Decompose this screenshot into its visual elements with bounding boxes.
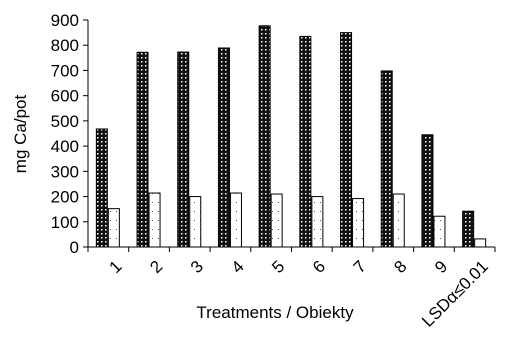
- y-tick-label: 200: [51, 188, 79, 207]
- bar-dark: [95, 128, 108, 248]
- y-tick-label: 500: [51, 112, 79, 131]
- y-tick-label: 600: [51, 87, 79, 106]
- x-tick-label: 7: [350, 257, 370, 277]
- bar-dark: [177, 51, 190, 248]
- bar-light: [474, 238, 487, 248]
- bar-dark: [258, 25, 271, 248]
- y-tick-label: 700: [51, 61, 79, 80]
- bar-light: [311, 196, 324, 248]
- bar-light: [392, 193, 405, 248]
- bar-dark: [421, 134, 434, 248]
- y-tick-label: 900: [51, 11, 79, 30]
- x-tick-label: 3: [187, 257, 207, 277]
- x-tick-label: 9: [431, 257, 451, 277]
- bar-light: [148, 192, 161, 248]
- y-tick-label: 100: [51, 213, 79, 232]
- bars-group: [95, 25, 487, 248]
- bar-light: [189, 196, 202, 248]
- x-tick-label: 5: [268, 257, 288, 277]
- bar-light: [270, 193, 283, 248]
- y-axis-title: mg Ca/pot: [11, 95, 30, 174]
- bar-dark: [340, 32, 353, 248]
- bar-dark: [217, 47, 230, 248]
- bar-dark: [136, 51, 149, 248]
- bar-light: [433, 215, 446, 248]
- x-tick-label: 6: [309, 257, 329, 277]
- bar-dark: [462, 210, 475, 248]
- bar-light: [229, 192, 242, 248]
- x-tick-label: LSDα≤0.01: [418, 257, 492, 331]
- y-tick-label: 0: [70, 238, 79, 257]
- bar-light: [352, 198, 365, 248]
- y-tick-label: 400: [51, 137, 79, 156]
- bar-light: [107, 208, 120, 248]
- y-tick-label: 800: [51, 36, 79, 55]
- x-tick-label: 8: [390, 257, 410, 277]
- bar-dark: [380, 70, 393, 248]
- x-tick-label: 2: [146, 257, 166, 277]
- x-axis-title: Treatments / Obiekty: [196, 303, 354, 322]
- y-tick-label: 300: [51, 162, 79, 181]
- x-tick-label: 4: [228, 257, 248, 277]
- x-tick-label: 1: [106, 257, 126, 277]
- bar-dark: [299, 35, 312, 248]
